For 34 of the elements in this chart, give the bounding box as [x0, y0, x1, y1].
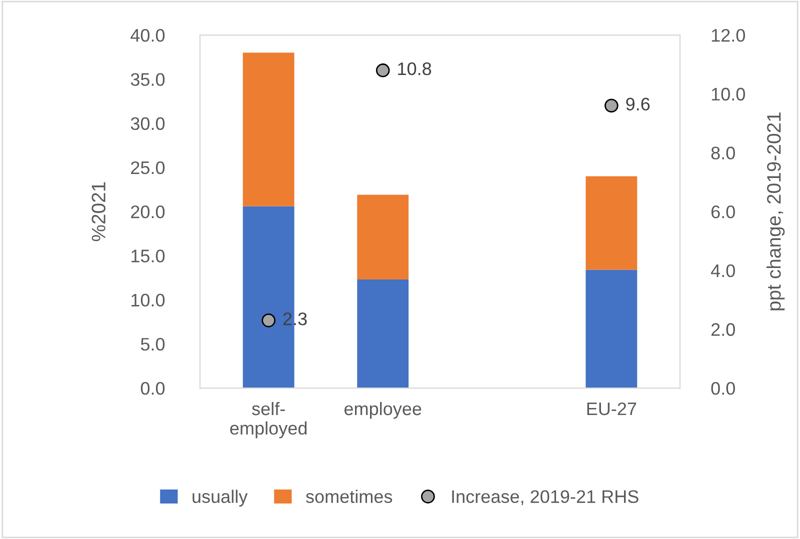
x-tick-label: employee — [344, 402, 422, 419]
point — [604, 98, 618, 113]
y-tick-label: 25.0 — [131, 161, 165, 174]
y2-tick-label: 12.0 — [712, 28, 745, 42]
legend-label: Increase, 2019-21 RHS — [452, 490, 638, 506]
point — [262, 314, 276, 328]
y2-axis-title: ppt change, 2019-2021 — [766, 112, 785, 310]
y-axis-title: %2021 — [92, 182, 106, 242]
bar — [586, 270, 638, 388]
bar — [242, 52, 294, 206]
y-tick-label: 15.0 — [132, 250, 165, 262]
y-tick-label: 35.0 — [130, 73, 165, 86]
legend-label: sometimes — [306, 490, 392, 504]
x-tick-label: self- employed — [230, 402, 307, 438]
y2-tick-label: 6.0 — [711, 205, 735, 218]
data-label: 10.8 — [398, 62, 432, 76]
bar — [357, 280, 409, 388]
y-tick-label: 20.0 — [131, 205, 165, 218]
legend-label: usually — [192, 490, 248, 507]
y-tick-label: 30.0 — [130, 117, 165, 130]
x-tick-label: EU-27 — [587, 402, 636, 416]
y-tick-label: 5.0 — [140, 338, 165, 351]
data-label: 9.6 — [626, 98, 650, 110]
y2-tick-label: 0.0 — [711, 382, 735, 395]
y2-tick-label: 2.0 — [711, 323, 735, 336]
y-tick-label: 10.0 — [132, 294, 165, 307]
bar — [357, 194, 409, 280]
y2-tick-label: 10.0 — [712, 88, 745, 101]
bar — [586, 176, 638, 270]
y-tick-label: 40.0 — [130, 28, 165, 42]
y-tick-label: 0.0 — [140, 382, 165, 395]
point — [376, 63, 390, 78]
y2-tick-label: 8.0 — [711, 146, 735, 160]
y2-tick-label: 4.0 — [710, 264, 735, 278]
